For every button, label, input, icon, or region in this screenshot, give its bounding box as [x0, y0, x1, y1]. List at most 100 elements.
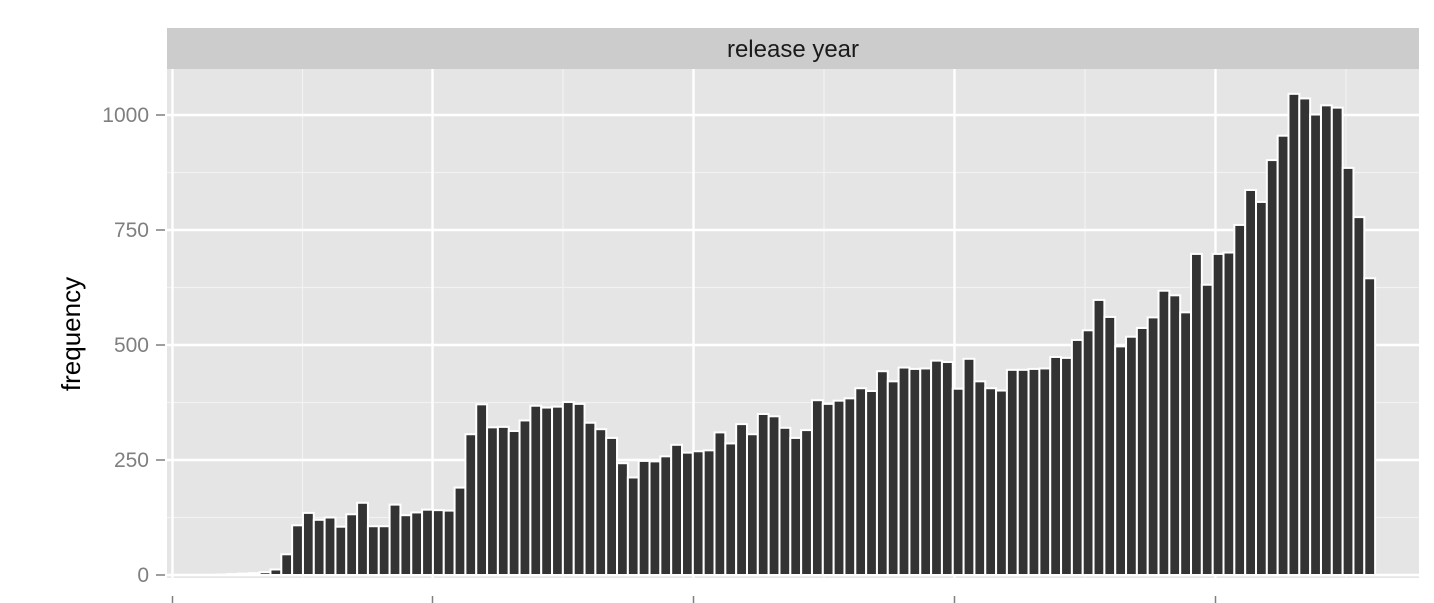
bar [908, 367, 922, 577]
y-axis-title: frequency [56, 277, 86, 391]
bar [366, 525, 380, 576]
bar [670, 443, 684, 576]
bar [421, 508, 434, 576]
bar [919, 367, 933, 576]
bar [356, 501, 369, 576]
bar [605, 436, 619, 577]
bar [1190, 252, 1203, 576]
bar [572, 402, 586, 576]
bar [995, 389, 1008, 577]
bar [561, 401, 575, 577]
bar [431, 509, 445, 577]
bar [1211, 252, 1225, 576]
bar [724, 442, 738, 576]
bar [1330, 106, 1344, 576]
bar [637, 459, 651, 577]
bar [713, 431, 727, 576]
bar [291, 524, 304, 577]
bar [1309, 113, 1322, 576]
bar [973, 380, 987, 576]
bar [280, 553, 294, 576]
bar [583, 421, 597, 576]
y-tick-label: 750 [114, 219, 149, 242]
bar [507, 430, 521, 576]
bar [1049, 355, 1063, 576]
bar [236, 572, 250, 576]
bar [551, 405, 564, 577]
bar [626, 476, 640, 577]
bar [475, 403, 489, 576]
bar [832, 399, 846, 576]
bar [1146, 316, 1160, 576]
bar [442, 509, 456, 577]
bar [540, 406, 554, 576]
bar [778, 426, 792, 576]
bar [1038, 367, 1052, 576]
bar [886, 380, 900, 576]
bar [810, 399, 824, 577]
bar [1298, 97, 1312, 576]
bar [226, 573, 239, 577]
bar [1287, 92, 1301, 576]
bar [518, 419, 532, 576]
bar [529, 404, 543, 576]
bar [865, 390, 878, 576]
y-axis: 0 250 500 750 1000 [102, 104, 165, 587]
bar [1341, 166, 1355, 576]
bar [323, 516, 337, 576]
bar [388, 503, 402, 576]
bar [875, 370, 889, 576]
bar [756, 413, 770, 576]
bar [702, 449, 716, 576]
bar [691, 450, 705, 577]
bar [1276, 134, 1290, 576]
bar [496, 425, 510, 576]
bar [594, 428, 608, 576]
bar [1005, 368, 1019, 576]
bar [1168, 294, 1182, 576]
bar [962, 357, 976, 576]
bars [215, 92, 1377, 577]
bar [767, 415, 781, 576]
bar [345, 513, 359, 577]
bar [464, 433, 478, 576]
bar [301, 511, 315, 577]
facet-strip-label: release year [727, 36, 859, 63]
bar [1222, 251, 1236, 576]
bar [1016, 368, 1030, 576]
bar [1092, 298, 1106, 576]
bar [258, 571, 272, 576]
bar [1135, 326, 1149, 577]
bar [1027, 367, 1041, 577]
bar [1070, 338, 1084, 576]
bar [843, 397, 857, 576]
y-tick-label: 250 [114, 449, 149, 472]
bar [1103, 315, 1117, 576]
bar [800, 429, 813, 576]
bar [1255, 200, 1268, 576]
bar [269, 568, 283, 576]
bar [1233, 223, 1247, 576]
bar [854, 387, 868, 576]
x-axis [171, 596, 1217, 603]
bar [648, 460, 662, 577]
bar [951, 387, 965, 577]
bar [247, 572, 261, 576]
facet-strip [167, 28, 1419, 69]
bar [1125, 335, 1138, 576]
bar [410, 511, 424, 577]
bar [1352, 216, 1366, 576]
bar [789, 436, 803, 577]
bar [1244, 188, 1258, 576]
bar [1319, 104, 1333, 576]
bar [897, 366, 911, 577]
bar [1179, 311, 1193, 576]
bar [1265, 159, 1279, 577]
bar [1200, 283, 1214, 576]
bar [930, 359, 943, 577]
bar [681, 451, 694, 577]
bar [312, 518, 326, 576]
bar [821, 402, 835, 576]
bar [1157, 289, 1171, 576]
